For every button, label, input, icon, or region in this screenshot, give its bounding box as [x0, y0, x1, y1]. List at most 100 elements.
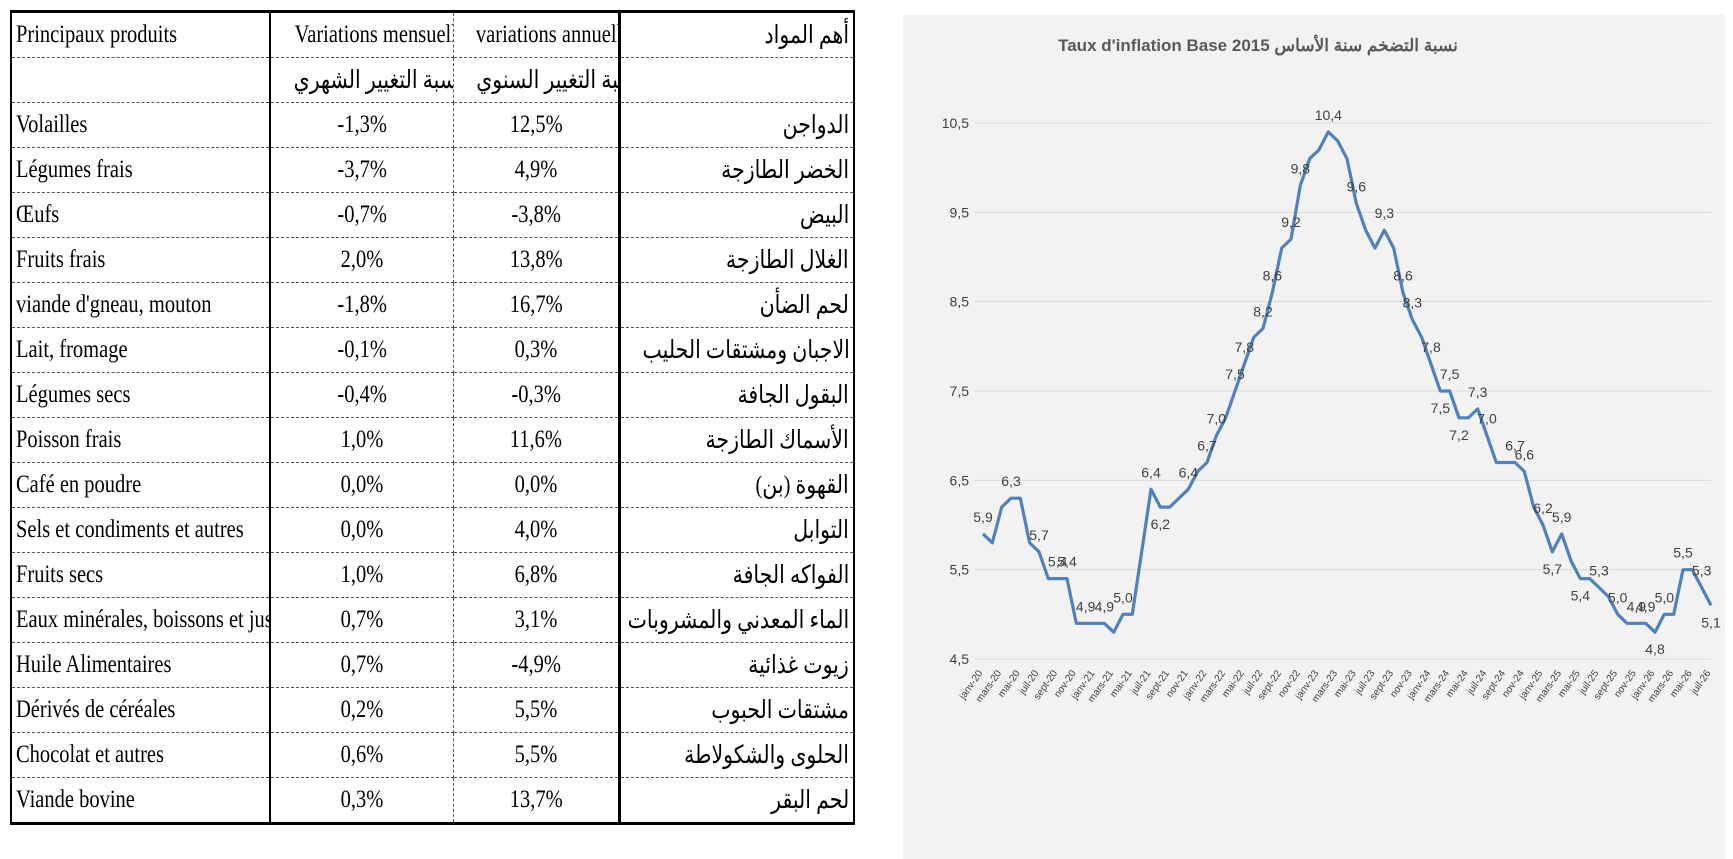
cell-text: 0,3% [340, 785, 384, 813]
cell-text: 0,0% [340, 470, 384, 498]
table-row: Fruits secs 1,0% 6,8% الفواكه الجافة [10, 551, 856, 598]
table-cell: 3,1% [453, 596, 621, 643]
x-tick-label: juil-26 [1689, 668, 1714, 697]
table-cell: Fruits frais [10, 236, 271, 283]
cell-text: 5,5% [514, 740, 558, 768]
data-label: 7,5 [1225, 366, 1245, 382]
data-label: 8,6 [1393, 268, 1413, 284]
table-cell: الفواكه الجافة [618, 551, 856, 598]
cell-text: -4,9% [511, 650, 561, 678]
cell-text: 0,7% [340, 605, 384, 633]
cell-text: -1,3% [337, 111, 387, 138]
data-label: 10,4 [1315, 107, 1342, 123]
table-cell: 13,8% [453, 236, 621, 283]
cell-text: 12,5% [509, 111, 563, 138]
cell-text: 6,8% [514, 560, 558, 588]
table-cell: Volailles [10, 102, 271, 148]
table-header-cell: Variations mensuelles [268, 9, 455, 59]
table-cell: -1,3% [268, 102, 455, 148]
cell-text: -0,1% [337, 335, 387, 363]
data-label: 5,4 [1057, 554, 1077, 570]
table-cell: -0,3% [453, 371, 621, 418]
table-row: Fruits frais 2,0% 13,8% الغلال الطازجة [10, 236, 856, 283]
data-label: 6,4 [1179, 464, 1199, 480]
data-label: 5,9 [1552, 509, 1572, 525]
table-header-cell: Principaux produits [10, 9, 271, 59]
table-cell: Dérivés de céréales [10, 686, 271, 733]
cell-text: التوابل [793, 516, 849, 544]
data-label: 7,0 [1477, 411, 1497, 427]
table-row: Sels et condiments et autres 0,0% 4,0% التو… [10, 506, 856, 553]
table-cell: -0,7% [268, 191, 455, 238]
cell-text: -0,4% [337, 380, 387, 408]
table-cell: الدواجن [618, 102, 856, 148]
header-text: نسبة التغيير السنوي [476, 67, 619, 95]
table-cell: زيوت غذائية [618, 641, 856, 688]
data-label: 7,8 [1421, 339, 1441, 355]
cell-text: الحلوى والشكولاطة [684, 741, 849, 769]
table-cell: 5,5% [453, 686, 621, 733]
data-label: 5,1 [1701, 614, 1721, 630]
data-label: 6,6 [1515, 446, 1535, 462]
table-row: Œufs -0,7% -3,8% البيض [10, 191, 856, 238]
cell-text: -3,7% [337, 155, 387, 183]
data-label: 7,5 [1431, 400, 1451, 416]
data-label: 7,8 [1235, 339, 1255, 355]
table-cell: 13,7% [453, 776, 621, 826]
data-label: 7,3 [1468, 384, 1488, 400]
data-label: 5,7 [1029, 527, 1049, 543]
cell-text: زيوت غذائية [748, 651, 849, 679]
data-label: 4,9 [1095, 598, 1115, 614]
table-cell: 5,5% [453, 731, 621, 778]
table-cell: Œufs [10, 191, 271, 238]
table-row: Poisson frais 1,0% 11,6% الأسماك الطازجة [10, 416, 856, 463]
table-cell: Viande bovine [10, 776, 271, 826]
table-cell: viande d'gneau, mouton [10, 281, 271, 328]
table-cell: Fruits secs [10, 551, 271, 598]
table-cell: Café en poudre [10, 461, 271, 508]
table-cell: Lait, fromage [10, 326, 271, 373]
table-header-cell: variations annuelles [453, 9, 621, 59]
table-cell: Poisson frais [10, 416, 271, 463]
table-cell: 16,7% [453, 281, 621, 328]
cell-text: Œufs [16, 200, 60, 228]
table-row: Légumes secs -0,4% -0,3% البقول الجافة [10, 371, 856, 418]
cell-text: الخضر الطازجة [721, 156, 849, 184]
table-cell: 1,0% [268, 551, 455, 598]
table-cell: 4,0% [453, 506, 621, 553]
table-row: Viande bovine 0,3% 13,7% لحم البقر [10, 776, 856, 826]
cell-text: -1,8% [337, 290, 387, 318]
table-row: Café en poudre 0,0% 0,0% القهوة (بن) [10, 461, 856, 508]
table-cell: 0,0% [268, 461, 455, 508]
table-subheader-row: نسبة التغيير الشهري نسبة التغيير السنوي [10, 57, 856, 104]
y-tick-label: 7,5 [950, 383, 970, 399]
cell-text: الاجبان ومشتقات الحليب [642, 336, 850, 364]
cell-text: -0,7% [337, 200, 387, 228]
cell-text: 0,0% [340, 515, 384, 543]
y-tick-label: 10,5 [942, 115, 969, 131]
table-cell: 0,7% [268, 641, 455, 688]
table-cell: لحم الضأن [618, 281, 856, 328]
table-cell: 0,6% [268, 731, 455, 778]
cell-text: Sels et condiments et autres [16, 515, 244, 543]
table-cell: الغلال الطازجة [618, 236, 856, 283]
data-label: 6,7 [1505, 437, 1525, 453]
products-table-wrap: Principaux produits Variations mensuelles… [10, 9, 856, 826]
table-row: Lait, fromage -0,1% 0,3% الاجبان ومشتقات ال… [10, 326, 856, 373]
data-label: 5,5 [1673, 545, 1693, 561]
table-cell: Légumes secs [10, 371, 271, 418]
cell-text: viande d'gneau, mouton [16, 290, 212, 318]
cell-text: Huile Alimentaires [16, 650, 172, 678]
table-cell: Huile Alimentaires [10, 641, 271, 688]
data-label: 9,8 [1291, 161, 1311, 177]
table-cell: Légumes frais [10, 147, 271, 193]
table-cell: Chocolat et autres [10, 731, 271, 778]
table-cell: الأسماك الطازجة [618, 416, 856, 463]
table-cell: 1,0% [268, 416, 455, 463]
table-cell: مشتقات الحبوب [618, 686, 856, 733]
table-header-cell: نسبة التغيير الشهري [268, 57, 455, 104]
header-text: نسبة التغيير الشهري [293, 67, 454, 95]
table-row: Dérivés de céréales 0,2% 5,5% مشتقات الحبوب [10, 686, 856, 733]
table-cell: -3,8% [453, 191, 621, 238]
cell-text: القهوة (بن) [755, 471, 849, 499]
